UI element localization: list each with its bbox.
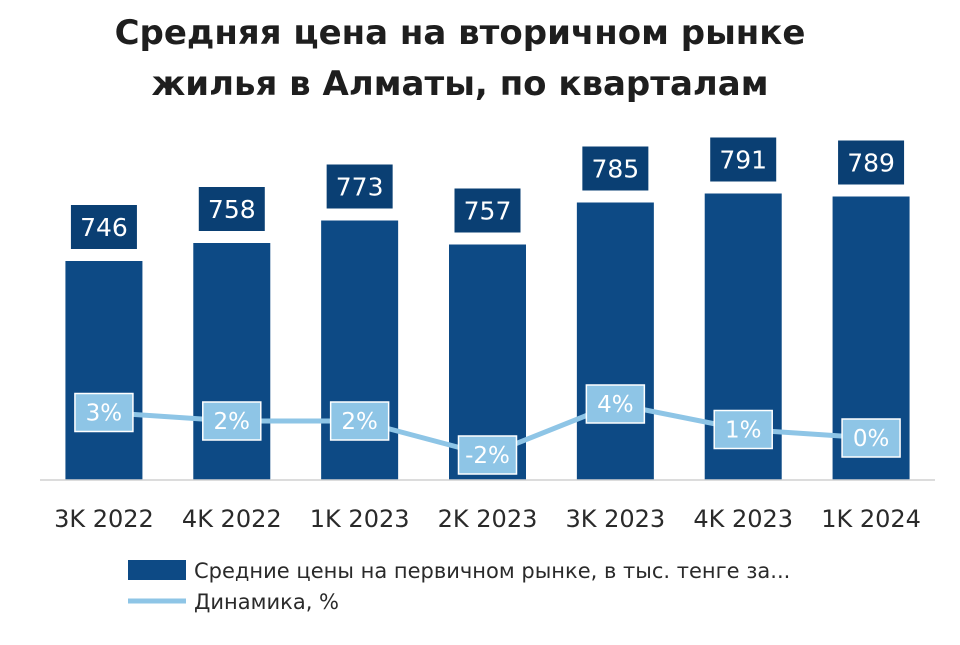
chart-title-line-2: жилья в Алматы, по кварталам [151, 64, 768, 104]
bar-value-label: 785 [591, 155, 639, 184]
bar-value-label-box [326, 164, 393, 209]
line-point-label: -2% [465, 443, 510, 469]
bar-value-label: 746 [80, 213, 128, 242]
line-point-label-box [585, 384, 646, 424]
legend-bar-label: Средние цены на первичном рынке, в тыс. … [194, 559, 790, 583]
x-tick-label: 3K 2023 [565, 505, 665, 533]
legend-bar-swatch [128, 560, 186, 580]
x-axis-labels: 3K 2022 4K 2022 1K 2023 2K 2023 3K 2023 4K 20… [54, 505, 921, 533]
x-tick-label: 1K 2024 [821, 505, 921, 533]
bar-value-label-box [710, 137, 777, 182]
bar [193, 243, 271, 480]
bar-value-label-box [838, 140, 905, 185]
bar [321, 220, 399, 480]
x-tick-label: 4K 2023 [693, 505, 793, 533]
line-point-label-box [74, 392, 134, 433]
x-tick-label: 4K 2022 [182, 505, 282, 533]
bar-value-label: 758 [208, 195, 256, 224]
x-tick-label: 1K 2023 [310, 505, 410, 533]
line-point-label-box [202, 401, 262, 441]
legend: Средние цены на первичном рынке, в тыс. … [128, 559, 790, 614]
legend-line-label: Динамика, % [194, 590, 339, 614]
line-point-label: 0% [853, 426, 890, 452]
line-series: 3% 2% 2% -2% 4% 1% 0% [74, 384, 901, 475]
bar-value-label: 789 [847, 149, 895, 178]
bar [576, 202, 654, 480]
bar-series: 746 758 773 757 785 791 789 [65, 137, 910, 480]
line-point-label: 1% [725, 418, 762, 444]
bar [65, 261, 143, 480]
x-tick-label: 2K 2023 [438, 505, 538, 533]
bar-value-label: 773 [336, 173, 384, 202]
line-point-label: 4% [597, 392, 634, 418]
line-point-label: 2% [341, 409, 378, 435]
line-point-label-box [713, 409, 773, 450]
line-point-label: 2% [214, 409, 251, 435]
x-tick-label: 3K 2022 [54, 505, 154, 533]
line-point-label-box [329, 401, 390, 441]
line-point-label-box [457, 435, 518, 475]
bar-value-label-box [454, 188, 521, 233]
bar-value-label: 791 [719, 146, 767, 175]
line-point-label-box [841, 418, 901, 458]
bar-value-label: 757 [464, 197, 512, 226]
bar-value-label-box [70, 205, 137, 249]
chart-title-line-1: Средняя цена на вторичном рынке [115, 13, 806, 53]
line-point-label: 3% [86, 401, 123, 427]
bar-value-label-box [198, 187, 265, 231]
bar-value-label-box [582, 146, 649, 191]
